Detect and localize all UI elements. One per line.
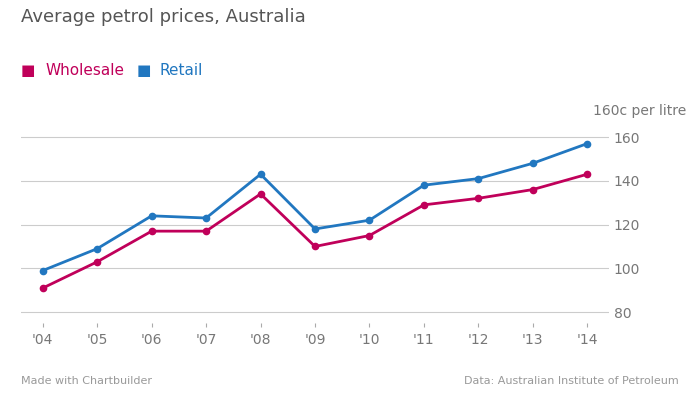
Text: Wholesale: Wholesale: [46, 63, 125, 78]
Text: ■: ■: [21, 63, 36, 78]
Text: 160c per litre: 160c per litre: [593, 104, 686, 118]
Text: Retail: Retail: [160, 63, 203, 78]
Text: Data: Australian Institute of Petroleum: Data: Australian Institute of Petroleum: [464, 376, 679, 386]
Text: ■: ■: [136, 63, 151, 78]
Text: Made with Chartbuilder: Made with Chartbuilder: [21, 376, 152, 386]
Text: Average petrol prices, Australia: Average petrol prices, Australia: [21, 8, 306, 26]
